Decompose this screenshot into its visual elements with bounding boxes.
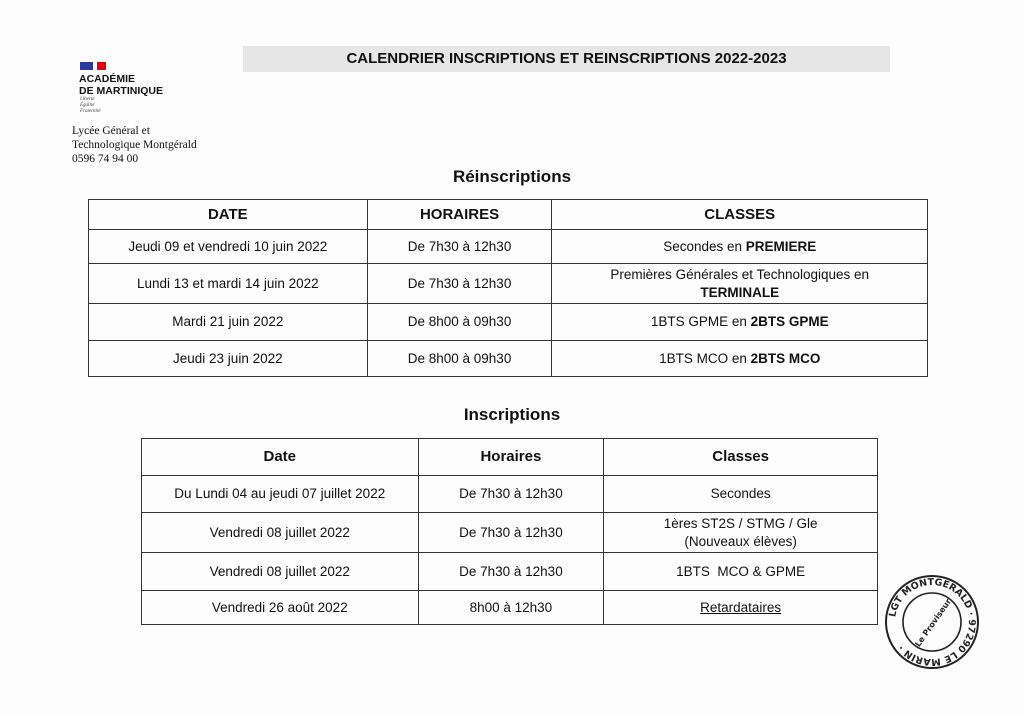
date-cell: Jeudi 09 et vendredi 10 juin 2022: [88, 229, 368, 264]
date-cell: Vendredi 26 août 2022: [141, 590, 419, 625]
school-name: Technologique Montgérald: [72, 139, 197, 151]
table-row: Vendredi 08 juillet 2022 De 7h30 à 12h30…: [141, 512, 878, 553]
class-text: 1ères ST2S / STMG / Gle: [663, 515, 818, 531]
date-cell: Du Lundi 04 au jeudi 07 juillet 2022: [141, 475, 419, 513]
date-cell: Lundi 13 et mardi 14 juin 2022: [88, 263, 368, 304]
republic-flag-logo: [80, 62, 106, 70]
class-cell: Premières Générales et Technologiques en…: [551, 263, 928, 304]
date-cell: Mardi 21 juin 2022: [88, 303, 368, 341]
academy-line: DE MARTINIQUE: [79, 85, 163, 97]
reinscriptions-heading: Réinscriptions: [452, 167, 572, 186]
class-cell: Secondes en PREMIERE: [551, 229, 928, 264]
class-cell: Secondes: [603, 475, 878, 513]
hours-cell: De 7h30 à 12h30: [366, 263, 553, 304]
reinscriptions-table: DATE HORAIRES CLASSES Jeudi 09 et vendre…: [88, 199, 928, 377]
svg-text:Le Proviseur: Le Proviseur: [913, 597, 953, 648]
class-target: 2BTS GPME: [750, 314, 829, 329]
hours-cell: De 8h00 à 09h30: [366, 340, 553, 377]
class-cell: 1BTS MCO & GPME: [603, 552, 878, 591]
table-row: Vendredi 08 juillet 2022 De 7h30 à 12h30…: [141, 552, 878, 591]
school-info: Lycée Général et Technologique Montgéral…: [72, 124, 197, 166]
column-header: Horaires: [417, 438, 605, 476]
hours-cell: De 7h30 à 12h30: [417, 475, 605, 513]
table-header-row: DATE HORAIRES CLASSES: [88, 199, 928, 230]
hours-cell: 8h00 à 12h30: [417, 590, 605, 625]
column-header: DATE: [88, 199, 368, 230]
motto-line: Liberté: [80, 97, 95, 102]
document-title: CALENDRIER INSCRIPTIONS ET REINSCRIPTION…: [346, 50, 787, 67]
inscriptions-table: Date Horaires Classes Du Lundi 04 au jeu…: [141, 438, 878, 625]
table-row: Lundi 13 et mardi 14 juin 2022 De 7h30 à…: [88, 263, 928, 304]
school-phone: 0596 74 94 00: [72, 153, 139, 165]
table-row: Du Lundi 04 au jeudi 07 juillet 2022 De …: [141, 475, 878, 513]
table-row: Mardi 21 juin 2022 De 8h00 à 09h30 1BTS …: [88, 303, 928, 341]
column-header: CLASSES: [551, 199, 928, 230]
academy-name: ACADÉMIE DE MARTINIQUE: [79, 73, 163, 97]
class-cell: Retardataires: [603, 590, 878, 625]
class-text: Premières Générales et Technologiques en: [610, 266, 870, 282]
date-cell: Vendredi 08 juillet 2022: [141, 552, 419, 591]
motto-line: Égalité: [80, 103, 95, 108]
class-cell: 1BTS MCO en 2BTS MCO: [551, 340, 928, 377]
class-target: PREMIERE: [745, 238, 817, 254]
class-text: Retardataires: [700, 599, 782, 615]
hours-cell: De 7h30 à 12h30: [417, 552, 605, 591]
academy-line: ACADÉMIE: [79, 73, 136, 85]
inscriptions-heading: Inscriptions: [463, 405, 561, 424]
hours-cell: De 7h30 à 12h30: [366, 229, 553, 264]
table-row: Jeudi 23 juin 2022 De 8h00 à 09h30 1BTS …: [88, 340, 928, 377]
class-note: (Nouveaux élèves): [684, 533, 797, 549]
hours-cell: De 7h30 à 12h30: [417, 512, 605, 553]
hours-cell: De 8h00 à 09h30: [366, 303, 553, 341]
table-header-row: Date Horaires Classes: [141, 438, 878, 476]
motto: Liberté Égalité Fraternité: [80, 97, 101, 115]
date-cell: Jeudi 23 juin 2022: [88, 340, 368, 377]
class-text: 1BTS GPME en: [650, 314, 751, 329]
school-name: Lycée Général et: [72, 125, 150, 137]
motto-line: Fraternité: [80, 109, 101, 114]
title-background: [243, 46, 890, 72]
column-header: Date: [141, 438, 419, 476]
column-header: HORAIRES: [366, 199, 553, 230]
class-target: 2BTS MCO: [750, 350, 821, 366]
table-row: Vendredi 26 août 2022 8h00 à 12h30 Retar…: [141, 590, 878, 625]
column-header: Classes: [603, 438, 878, 476]
class-cell: 1BTS GPME en 2BTS GPME: [551, 303, 928, 341]
class-target: TERMINALE: [700, 284, 780, 300]
table-row: Jeudi 09 et vendredi 10 juin 2022 De 7h3…: [88, 229, 928, 264]
school-stamp: LGT MONTGERALD · 97290 LE MARIN · Le Pro…: [885, 575, 979, 669]
date-cell: Vendredi 08 juillet 2022: [141, 512, 419, 553]
class-cell: 1ères ST2S / STMG / Gle (Nouveaux élèves): [603, 512, 878, 553]
class-text: Secondes en: [663, 238, 746, 254]
class-text: 1BTS MCO en: [659, 350, 751, 366]
